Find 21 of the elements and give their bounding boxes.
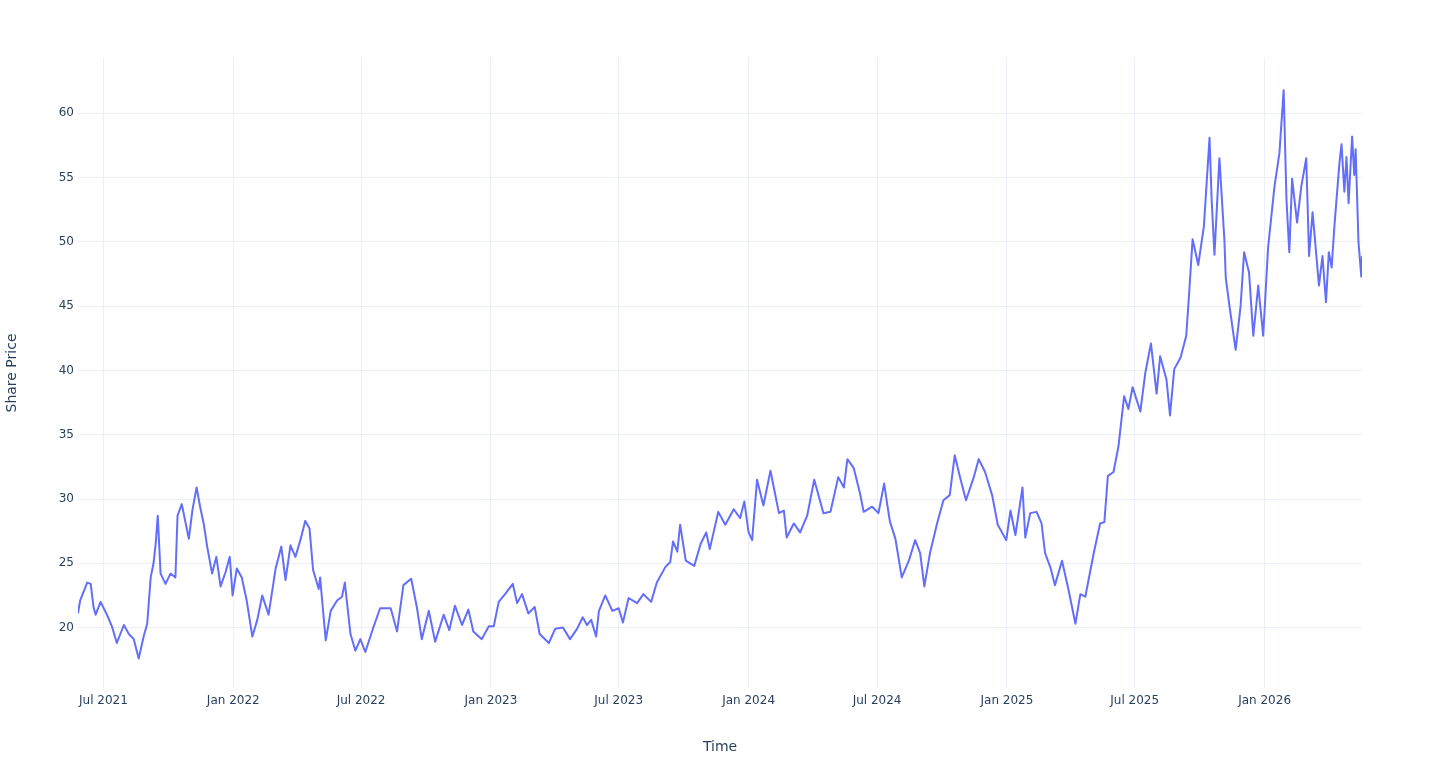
x-tick-label: Jul 2025 [1109, 693, 1160, 708]
y-tick-label: 35 [58, 426, 74, 441]
x-tick-label: Jul 2022 [335, 693, 386, 708]
x-tick-label: Jan 2025 [979, 693, 1034, 708]
y-axis-title: Share Price [3, 333, 20, 413]
x-tick-label: Jan 2023 [463, 693, 518, 708]
y-tick-label: 50 [58, 233, 74, 248]
y-tick-label: 45 [58, 298, 74, 313]
y-tick-label: 30 [58, 491, 74, 506]
y-tick-label: 40 [58, 362, 74, 377]
y-tick-label: 60 [58, 105, 74, 120]
x-axis-title: Time [701, 738, 738, 755]
x-tick-label: Jul 2021 [77, 693, 128, 708]
x-tick-label: Jan 2022 [205, 693, 260, 708]
x-tick-label: Jul 2023 [593, 693, 644, 708]
y-tick-label: 25 [58, 555, 74, 570]
x-tick-label: Jan 2026 [1237, 693, 1292, 708]
y-tick-label: 55 [58, 169, 74, 184]
x-tick-label: Jan 2024 [721, 693, 776, 708]
y-tick-label: 20 [58, 619, 74, 634]
x-tick-label: Jul 2024 [851, 693, 902, 708]
